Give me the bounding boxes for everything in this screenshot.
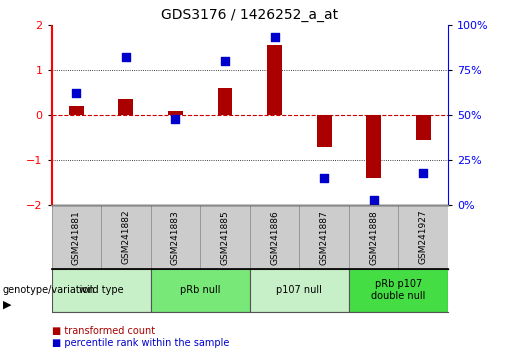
Bar bbox=[267, 45, 282, 115]
Text: GSM241883: GSM241883 bbox=[171, 210, 180, 264]
Bar bbox=[150, 269, 250, 312]
Bar bbox=[150, 205, 200, 269]
Bar bbox=[299, 205, 349, 269]
Bar bbox=[52, 205, 101, 269]
Text: genotype/variation: genotype/variation bbox=[3, 285, 95, 295]
Text: ■ percentile rank within the sample: ■ percentile rank within the sample bbox=[52, 338, 229, 348]
Point bbox=[171, 116, 180, 121]
Text: GSM241927: GSM241927 bbox=[419, 210, 428, 264]
Bar bbox=[250, 269, 349, 312]
Point bbox=[270, 35, 279, 40]
Text: pRb null: pRb null bbox=[180, 285, 220, 295]
Bar bbox=[317, 115, 332, 147]
Text: GSM241881: GSM241881 bbox=[72, 210, 81, 264]
Bar bbox=[217, 88, 232, 115]
Text: ▶: ▶ bbox=[3, 299, 11, 309]
Bar bbox=[399, 205, 448, 269]
Bar bbox=[366, 115, 381, 178]
Text: p107 null: p107 null bbox=[277, 285, 322, 295]
Bar bbox=[349, 205, 399, 269]
Text: wild type: wild type bbox=[79, 285, 124, 295]
Bar bbox=[101, 205, 150, 269]
Bar bbox=[52, 269, 150, 312]
Point bbox=[221, 58, 229, 64]
Point bbox=[320, 176, 328, 181]
Text: GSM241885: GSM241885 bbox=[220, 210, 230, 264]
Title: GDS3176 / 1426252_a_at: GDS3176 / 1426252_a_at bbox=[161, 8, 338, 22]
Bar bbox=[416, 115, 431, 140]
Bar bbox=[118, 99, 133, 115]
Bar bbox=[200, 205, 250, 269]
Bar bbox=[168, 110, 183, 115]
Point bbox=[72, 91, 80, 96]
Point bbox=[122, 55, 130, 60]
Text: GSM241886: GSM241886 bbox=[270, 210, 279, 264]
Text: pRb p107
double null: pRb p107 double null bbox=[371, 279, 426, 301]
Bar bbox=[349, 269, 448, 312]
Bar bbox=[250, 205, 299, 269]
Point bbox=[419, 170, 427, 176]
Text: ■ transformed count: ■ transformed count bbox=[52, 326, 154, 336]
Point bbox=[370, 197, 378, 203]
Text: GSM241882: GSM241882 bbox=[122, 210, 130, 264]
Text: GSM241888: GSM241888 bbox=[369, 210, 378, 264]
Text: GSM241887: GSM241887 bbox=[320, 210, 329, 264]
Bar bbox=[69, 106, 84, 115]
